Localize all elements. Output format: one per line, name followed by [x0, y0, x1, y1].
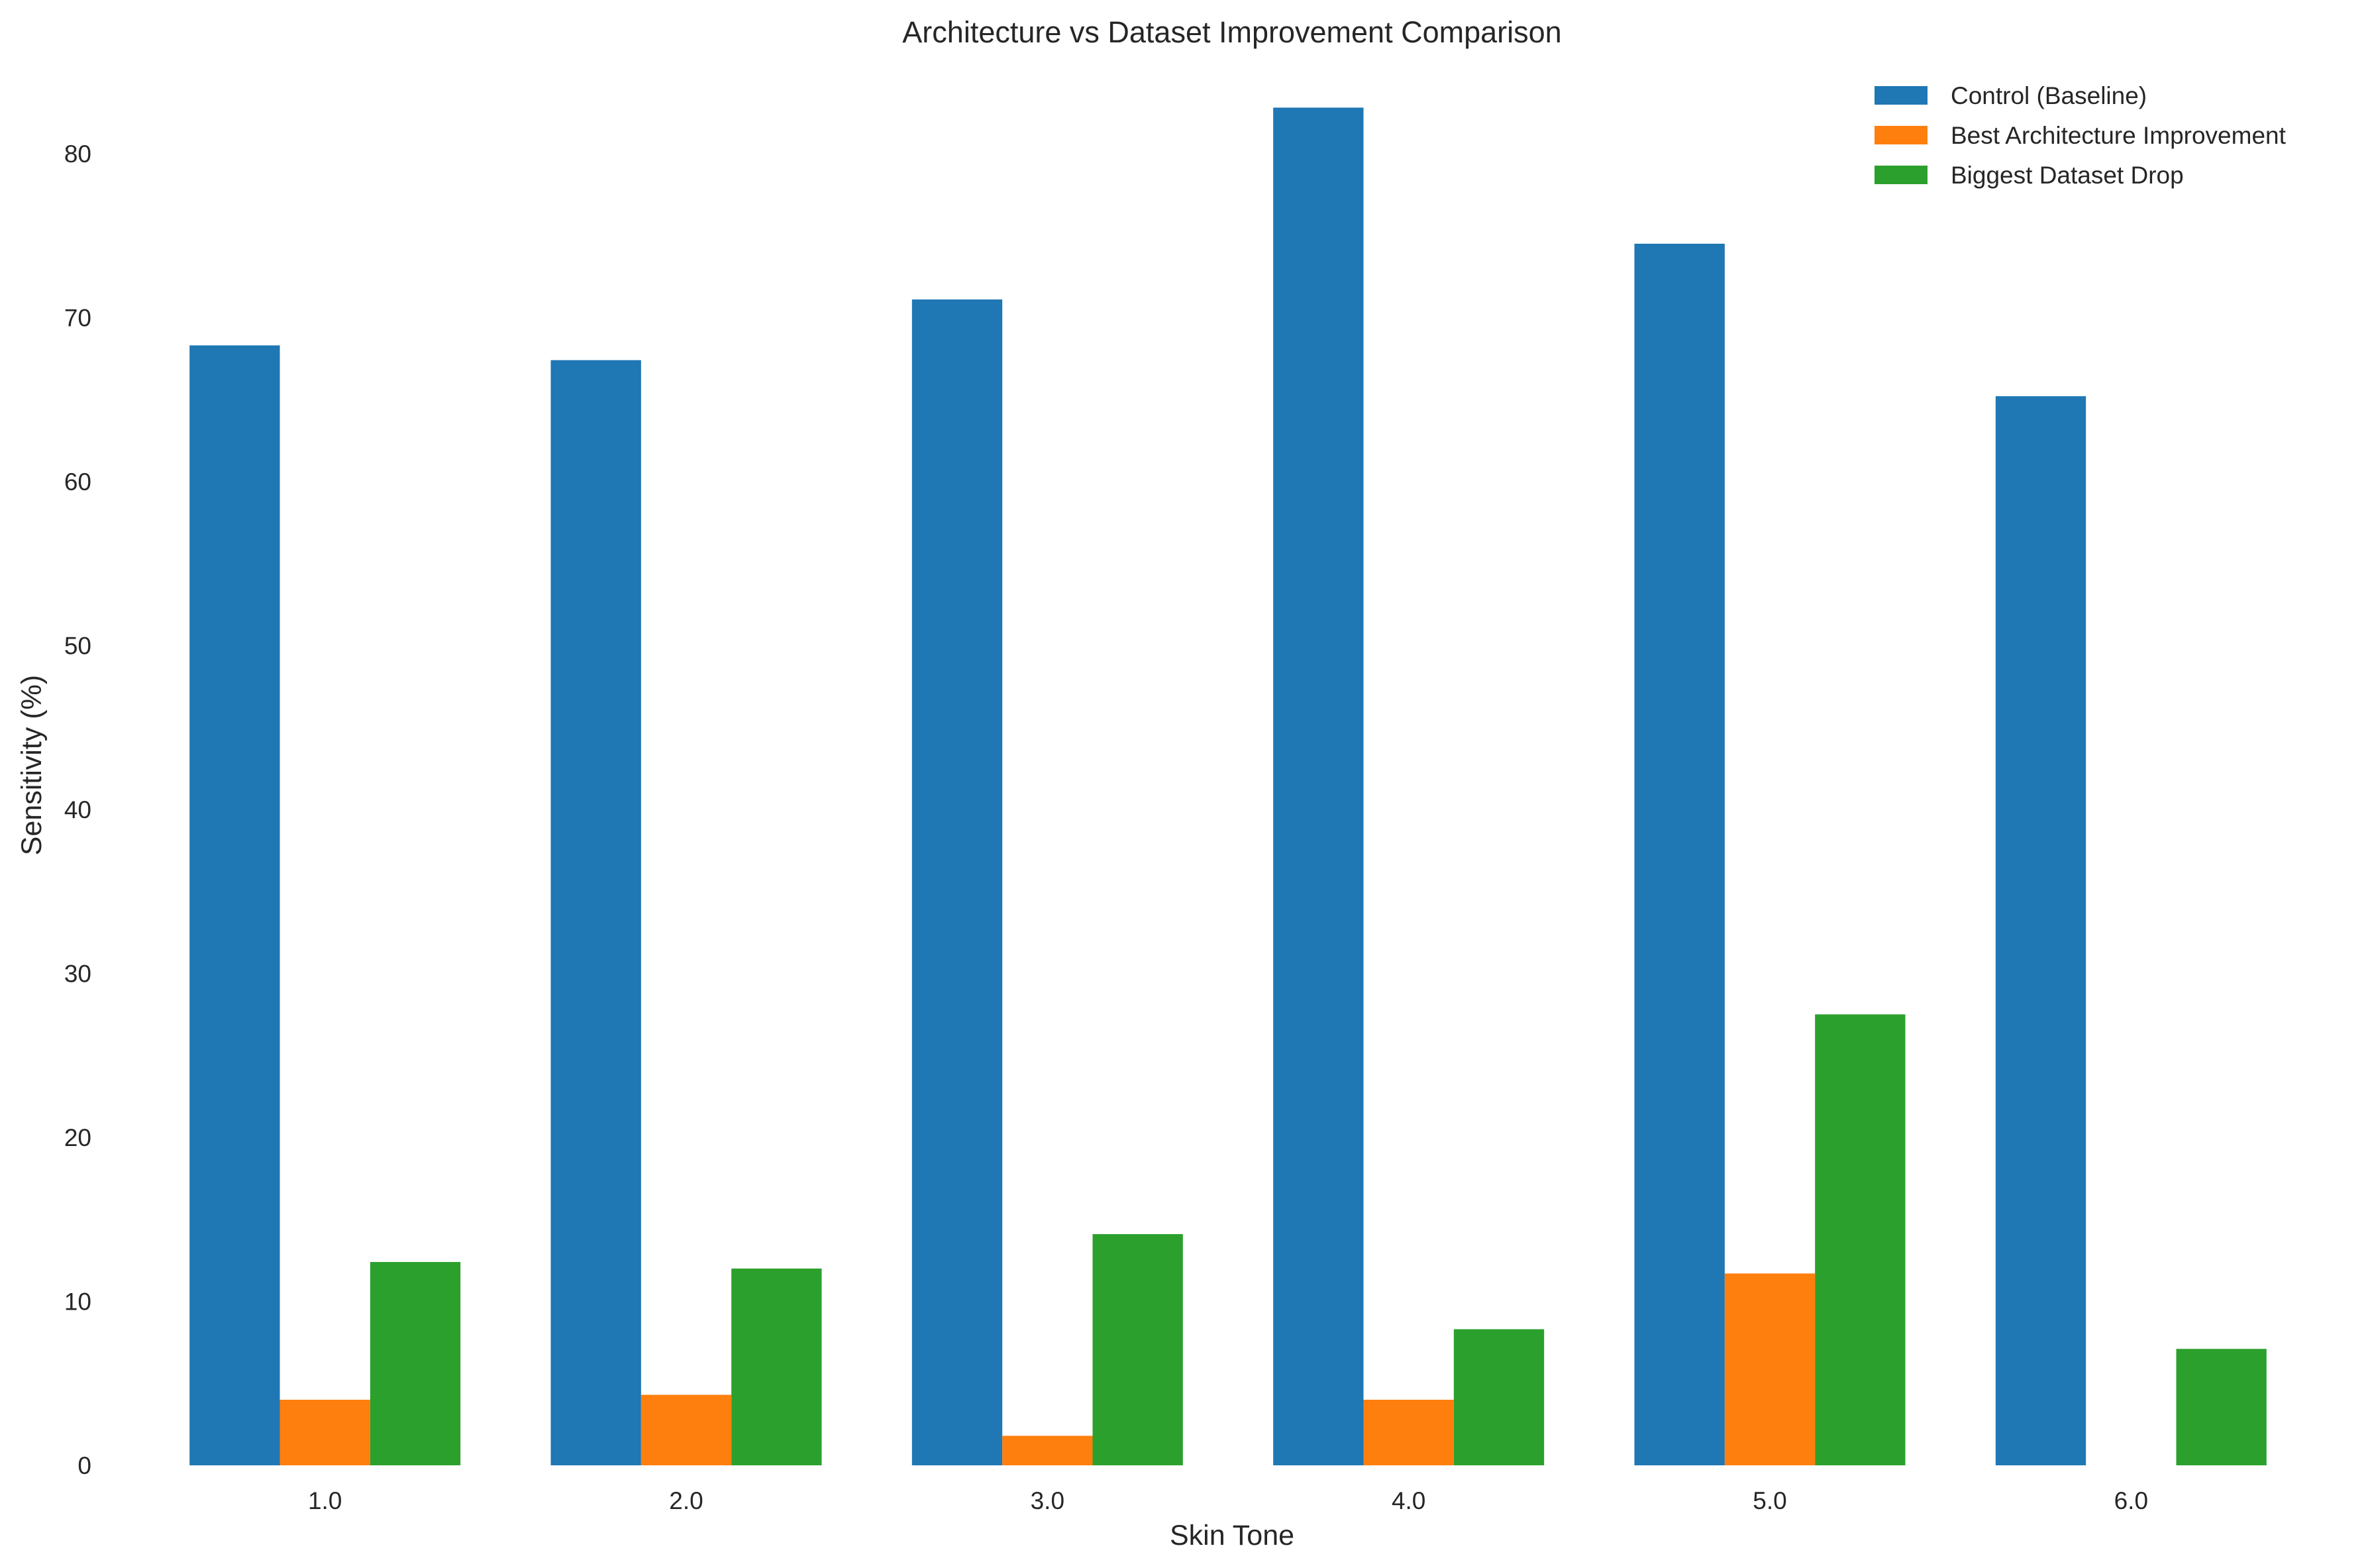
- legend-label: Biggest Dataset Drop: [1951, 162, 2184, 189]
- bar: [731, 1268, 822, 1465]
- bar: [1634, 243, 1725, 1465]
- x-tick-label: 5.0: [1753, 1487, 1786, 1514]
- y-tick-label: 40: [64, 796, 91, 823]
- y-tick-label: 10: [64, 1288, 91, 1315]
- y-tick-label: 30: [64, 960, 91, 987]
- bar: [370, 1262, 461, 1465]
- bar: [1273, 107, 1364, 1465]
- bar: [1995, 396, 2086, 1466]
- bar: [1724, 1273, 1816, 1465]
- bar: [1453, 1329, 1545, 1465]
- bar: [189, 345, 280, 1465]
- bar: [1363, 1399, 1454, 1465]
- x-axis-ticks: 1.0 2.0 3.0 4.0 5.0 6.0: [308, 1487, 2148, 1514]
- y-tick-label: 80: [64, 140, 91, 168]
- legend-label: Best Architecture Improvement: [1951, 122, 2287, 149]
- legend: Control (Baseline) Best Architecture Impr…: [1875, 82, 2287, 189]
- bar: [641, 1394, 732, 1465]
- x-tick-label: 2.0: [669, 1487, 703, 1514]
- bar: [1002, 1436, 1093, 1465]
- y-axis-ticks: 0 10 20 30 40 50 60 70 80: [64, 140, 91, 1479]
- y-tick-label: 20: [64, 1124, 91, 1151]
- x-tick-label: 4.0: [1392, 1487, 1425, 1514]
- x-axis-label: Skin Tone: [1170, 1520, 1294, 1551]
- x-tick-label: 6.0: [2114, 1487, 2148, 1514]
- y-tick-label: 0: [77, 1452, 91, 1479]
- bar: [280, 1399, 370, 1465]
- y-tick-label: 70: [64, 304, 91, 331]
- y-tick-label: 60: [64, 468, 91, 496]
- legend-swatch: [1875, 86, 1928, 105]
- y-tick-label: 50: [64, 632, 91, 659]
- bar: [1092, 1233, 1183, 1465]
- chart-title: Architecture vs Dataset Improvement Comp…: [902, 15, 1561, 49]
- bar: [2176, 1349, 2267, 1465]
- x-tick-label: 1.0: [308, 1487, 342, 1514]
- y-axis-label: Sensitivity (%): [16, 675, 48, 855]
- legend-label: Control (Baseline): [1951, 82, 2147, 109]
- bar: [550, 360, 641, 1465]
- legend-swatch: [1875, 166, 1928, 184]
- bar: [911, 299, 1003, 1465]
- x-tick-label: 3.0: [1031, 1487, 1064, 1514]
- legend-swatch: [1875, 126, 1928, 144]
- bar: [1815, 1014, 1906, 1465]
- bars: [189, 107, 2267, 1466]
